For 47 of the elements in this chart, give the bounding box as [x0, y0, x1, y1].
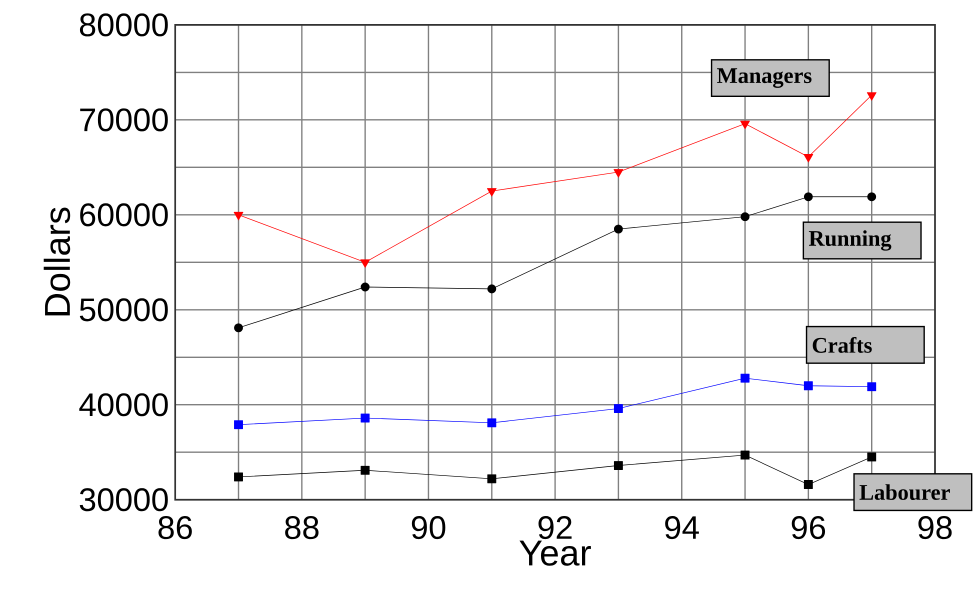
point — [740, 212, 750, 222]
point — [614, 224, 623, 234]
point — [804, 192, 813, 202]
y-tick-label: 50000 — [80, 298, 168, 322]
point — [360, 282, 370, 292]
point — [360, 466, 370, 475]
point — [614, 461, 623, 470]
x-tick-label: 86 — [158, 516, 192, 540]
x-tick-label: 92 — [538, 516, 572, 540]
point — [234, 212, 244, 221]
x-tick-label: 94 — [665, 516, 699, 540]
x-tick-label: 96 — [792, 516, 826, 540]
point — [804, 154, 814, 163]
point — [234, 324, 243, 332]
point — [804, 382, 813, 390]
y-axis-title: Dollars — [44, 208, 70, 316]
point — [614, 404, 623, 414]
series-label: Managers — [717, 68, 812, 88]
point — [360, 260, 370, 268]
point — [360, 414, 370, 423]
point — [867, 382, 876, 392]
point — [740, 450, 750, 460]
point — [487, 418, 496, 428]
point — [486, 188, 497, 197]
point — [487, 474, 496, 484]
series-label: Running — [808, 230, 892, 251]
x-tick-label: 98 — [918, 516, 952, 540]
point — [234, 420, 243, 430]
point — [866, 92, 876, 101]
y-tick-label: 70000 — [80, 108, 168, 132]
y-tick-label: 60000 — [80, 203, 168, 227]
y-tick-label: 40000 — [79, 393, 168, 416]
point — [740, 120, 750, 130]
x-axis-title: Year — [519, 540, 591, 566]
point — [804, 480, 813, 490]
point — [867, 192, 876, 202]
x-tick-label: 88 — [285, 516, 319, 540]
y-tick-label: 80000 — [80, 14, 168, 37]
series-label: Labourer — [860, 484, 950, 500]
point — [867, 452, 876, 462]
point — [234, 472, 243, 482]
y-tick-label: 30000 — [80, 488, 168, 512]
point — [740, 374, 750, 383]
series-label: Crafts — [812, 337, 872, 354]
x-tick-label: 90 — [412, 516, 446, 540]
point — [487, 284, 496, 294]
point — [614, 169, 624, 178]
